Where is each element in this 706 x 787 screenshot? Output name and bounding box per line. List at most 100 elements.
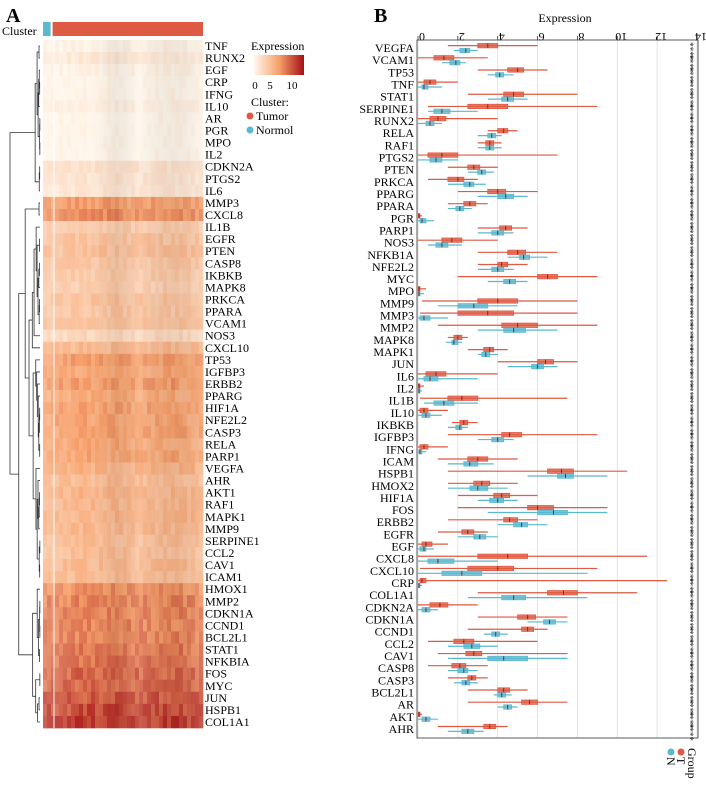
x-tick-label: 12	[655, 30, 667, 44]
boxplot-gene-label: JUN	[392, 357, 414, 371]
box-iqr-t	[501, 432, 523, 438]
heatmap-gene-label: PPARA	[205, 305, 243, 319]
heatmap-gene-label: CCL2	[205, 546, 234, 560]
dendrogram-branch	[38, 697, 40, 711]
heatmap-gene-label: RUNX2	[205, 51, 245, 65]
significance-mark: ****	[685, 662, 695, 681]
boxplot-gene-label: AR	[397, 698, 414, 712]
boxplot-gene-label: NFE2L2	[372, 260, 414, 274]
significance-mark: ****	[685, 54, 695, 73]
heatmap-gene-label: NFKBIA	[205, 655, 250, 669]
box-iqr-n	[423, 376, 439, 382]
dendrogram-branch	[38, 78, 40, 107]
x-tick-label: 4	[499, 30, 505, 44]
heatmap-gene-label: AR	[205, 111, 222, 125]
boxplot-gene-label: CCL2	[385, 637, 414, 651]
box-iqr-t	[477, 553, 529, 559]
dendrogram-branch	[37, 92, 40, 137]
heatmap-gene-label: IL10	[205, 99, 228, 113]
box-iqr-n	[457, 667, 469, 674]
boxplot-gene-label: IL1B	[389, 394, 414, 408]
boxplot-gene-label: CXCL10	[370, 564, 414, 578]
heatmap-gene-label: MAPK1	[205, 510, 246, 524]
boxplot-gene-label: CDKN1A	[365, 613, 414, 627]
dendrogram-branch	[38, 172, 40, 192]
boxplot-gene-label: IL2	[397, 382, 414, 396]
heatmap-gene-label: VEGFA	[205, 461, 244, 475]
boxplot-gene-label: MAPK1	[373, 345, 414, 359]
boxplot-gene-label: PPARA	[376, 199, 414, 213]
boxplot-gene-label: CCND1	[375, 625, 414, 639]
dendrogram-branch	[18, 293, 33, 656]
box-iqr-n	[451, 339, 459, 345]
colorbar-title: Expression	[251, 39, 304, 53]
x-tick-label: 6	[539, 30, 545, 44]
significance-mark: ****	[685, 504, 695, 523]
boxplot-gene-label: PTGS2	[379, 151, 414, 165]
colorbar	[254, 55, 304, 75]
boxplot-gene-label: IKBKB	[377, 418, 414, 432]
heatmap-gene-label: MAPK8	[205, 280, 246, 294]
box-iqr-n	[449, 60, 461, 66]
significance-mark: ****	[685, 115, 695, 133]
heatmap-gene-label: HSPB1	[205, 703, 241, 717]
heatmap-gene-label: FOS	[205, 667, 227, 681]
boxplot-gene-label: CASP3	[378, 673, 414, 687]
group-t-dot	[677, 748, 685, 756]
significance-mark: ****	[685, 212, 695, 231]
significance-mark: ****	[685, 370, 695, 389]
heatmap-gene-label: NFE2L2	[205, 413, 247, 427]
boxplot-panel: B Expression 0 2 4 6 8 10 12 14 VEGFAVCAM1TP53T…	[359, 5, 706, 779]
box-iqr-n	[459, 47, 471, 54]
significance-mark: ****	[685, 723, 695, 742]
heatmap-gene-label: PTGS2	[205, 172, 240, 186]
heatmap-gene-label: SERPINE1	[205, 534, 260, 548]
dendrogram-branch	[32, 372, 36, 500]
boxplot-gene-label: SERPINE1	[359, 102, 414, 116]
boxplot-gene-label: CXCL8	[376, 552, 414, 566]
colorbar-tick-10: 10	[287, 80, 299, 92]
significance-mark: ****	[685, 431, 695, 450]
significance-mark: ****	[685, 164, 695, 183]
boxplot-gene-label: VEGFA	[375, 41, 414, 55]
significance-mark: ****	[685, 686, 695, 705]
box-iqr-n	[419, 218, 427, 224]
heatmap-gene-label: IL6	[205, 184, 222, 198]
significance-mark: ****	[685, 528, 695, 547]
dendrogram-branch	[38, 202, 40, 216]
heatmap-gene-label: CCND1	[205, 618, 244, 632]
significance-mark: ****	[685, 650, 695, 669]
box-iqr-t	[547, 468, 574, 474]
significance-mark: ****	[685, 322, 695, 341]
box-iqr-n	[513, 522, 529, 528]
significance-mark: ****	[685, 91, 695, 110]
dendrogram-branch	[38, 45, 40, 59]
significance-mark: ****	[685, 383, 695, 402]
boxplot-gene-label: COL1A1	[369, 588, 414, 602]
heatmap-texture	[43, 40, 203, 728]
dendrogram-branch	[38, 546, 40, 572]
heatmap-gene-label: VCAM1	[205, 317, 247, 331]
boxplot-gene-label: TNF	[391, 78, 414, 92]
box-iqr-t	[527, 505, 554, 511]
significance-mark: ****	[685, 674, 695, 693]
cluster-annotation-label: Cluster	[2, 24, 37, 38]
x-tick-label: 8	[578, 30, 584, 44]
heatmap-gene-label: IGFBP3	[205, 365, 245, 379]
box-iqr-n	[469, 485, 489, 491]
significance-mark: ****	[685, 249, 695, 268]
x-axis-title: Expression	[538, 11, 591, 25]
significance-mark: ****	[685, 395, 695, 414]
dendrogram-branch	[31, 291, 40, 349]
boxplot-gene-label: MAPK8	[373, 333, 414, 347]
box-iqr-n	[463, 181, 475, 187]
heatmap-gene-label: AHR	[205, 474, 230, 488]
heatmap-texture-overlay	[43, 40, 203, 728]
significance-mark: ****	[685, 297, 695, 316]
boxplot-gene-label: MMP9	[380, 296, 414, 310]
boxplot-gene-label: ICAM	[383, 454, 415, 468]
significance-mark: ****	[685, 565, 695, 584]
significance-mark: ****	[685, 614, 695, 633]
significance-mark: ****	[685, 346, 695, 365]
significance-mark: ****	[685, 285, 695, 304]
